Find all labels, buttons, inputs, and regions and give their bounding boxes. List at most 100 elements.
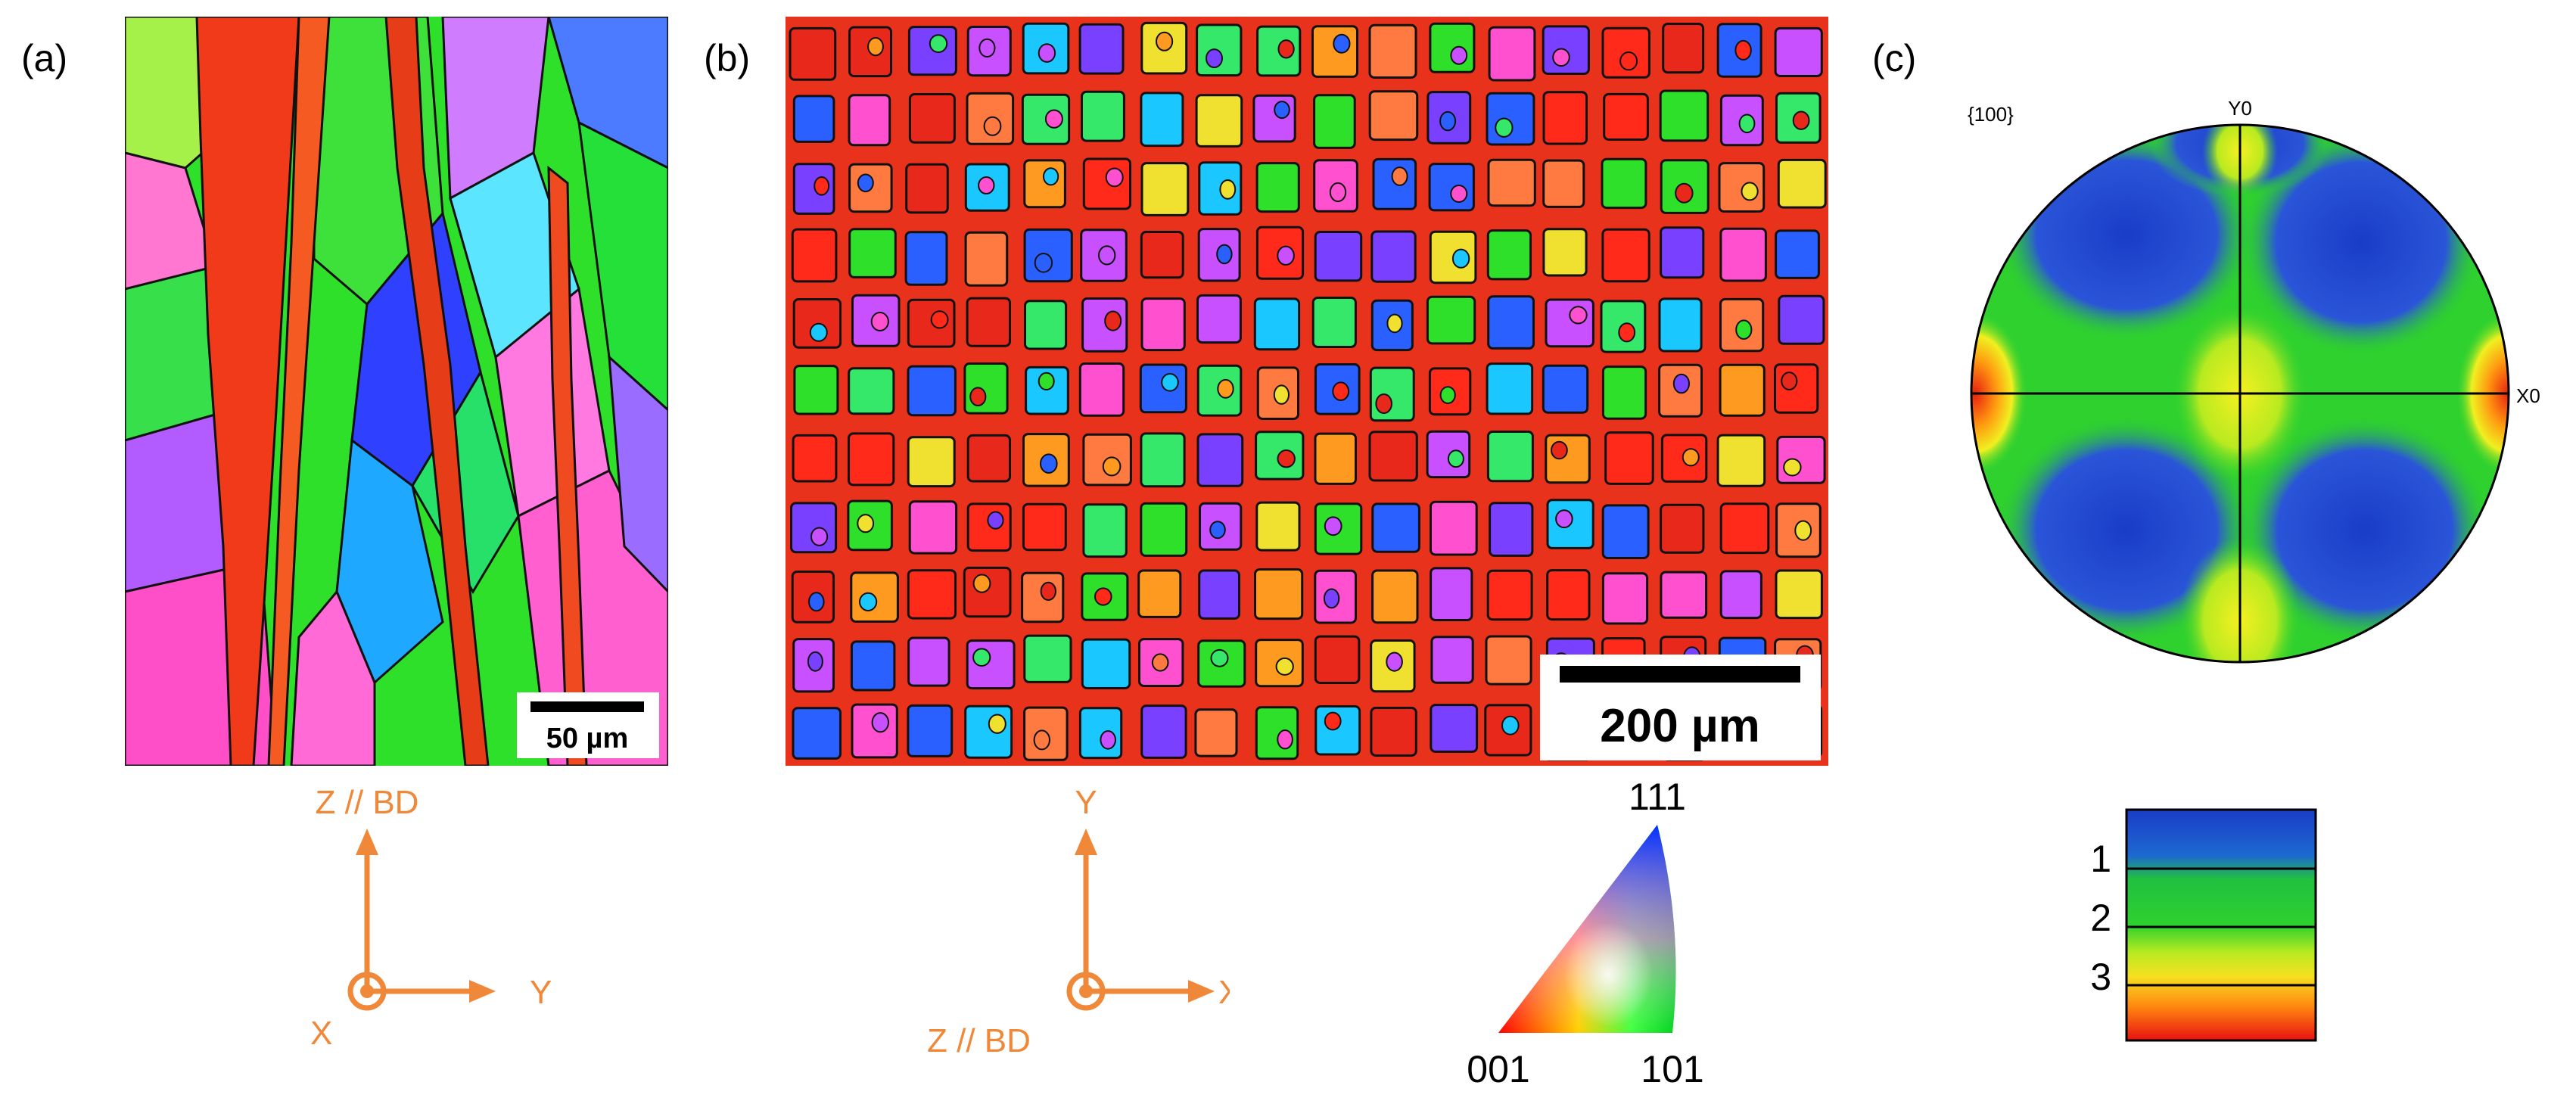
ipf-color-key: 111 001 101 — [1467, 779, 1703, 1090]
grain-tile — [1194, 708, 1238, 757]
grain-tile — [1489, 502, 1534, 557]
grain-tile — [1429, 22, 1476, 73]
grain-tile — [1777, 158, 1827, 209]
grain-tile — [1137, 569, 1182, 618]
grain-tile — [1311, 25, 1358, 78]
grain-subgrain — [1672, 373, 1691, 394]
grain-tile — [1430, 704, 1479, 753]
grain-tile — [790, 502, 838, 554]
grain-tile — [792, 95, 835, 143]
grain-tile — [904, 231, 948, 286]
grain-tile — [1254, 568, 1304, 620]
grain-tile — [1311, 297, 1357, 348]
grain-subgrain — [1495, 117, 1514, 138]
grain-tile — [1716, 434, 1766, 487]
grain-tile — [1252, 94, 1296, 143]
grain-subgrain — [1033, 729, 1050, 751]
grain-tile — [1774, 26, 1823, 77]
grain-tile — [1023, 159, 1066, 209]
grain-tile — [1140, 704, 1187, 759]
grain-subgrain — [1100, 730, 1117, 750]
grain-tile — [1662, 23, 1705, 74]
grain-tile — [1486, 569, 1533, 621]
grain-subgrain — [987, 511, 1004, 530]
grain-subgrain — [1217, 378, 1234, 399]
grain-tile — [848, 94, 891, 147]
grain-tile — [1368, 90, 1419, 141]
axes-b: Y X Z // BD — [927, 784, 1230, 1059]
grain-subgrain — [1275, 657, 1294, 676]
grain-tile — [1255, 162, 1300, 213]
grain-tile — [1371, 569, 1419, 624]
panel-c-label: (c) — [1872, 37, 1917, 79]
scale-bar-a-label: 50 µm — [546, 723, 629, 754]
panel-a-label: (a) — [21, 37, 68, 79]
grain-subgrain — [1794, 520, 1812, 541]
grain-subgrain — [809, 322, 828, 342]
grain-subgrain — [859, 592, 878, 612]
grain-subgrain — [1098, 245, 1116, 266]
grain-tile — [1487, 158, 1536, 207]
pole-figure-100: {100} Y0 X0 — [1968, 97, 2540, 664]
grain-tile — [1601, 157, 1647, 210]
grain-tile — [964, 704, 1013, 759]
grain-tile — [1546, 569, 1591, 621]
grain-subgrain — [1216, 244, 1233, 265]
grain-tile — [850, 640, 896, 692]
grain-subgrain — [1104, 310, 1122, 331]
axes-a: Z // BD Y X — [310, 784, 552, 1052]
grain-subgrain — [1094, 587, 1112, 606]
grain-tile — [907, 436, 956, 488]
grain-tile — [1719, 502, 1770, 555]
pole-figure-family: {100} — [1968, 103, 2014, 126]
grain-tile — [1314, 231, 1363, 282]
grain-tile — [1485, 635, 1532, 686]
grain-subgrain — [1375, 393, 1393, 414]
grain-tile — [908, 93, 956, 144]
grain-subgrain — [1738, 114, 1756, 134]
grain-tile — [1542, 159, 1585, 208]
grain-subgrain — [814, 176, 830, 196]
grain-tile — [1025, 365, 1069, 415]
grain-tile — [1660, 503, 1705, 554]
grain-subgrain — [857, 514, 875, 533]
grain-subgrain — [1034, 253, 1053, 273]
grain-tile — [1545, 434, 1591, 484]
grain-subgrain — [978, 176, 995, 194]
grain-tile — [907, 704, 954, 757]
grain-tile — [966, 502, 1012, 552]
grain-subgrain — [1333, 33, 1351, 54]
pole-figure-y0: Y0 — [2228, 97, 2252, 120]
grain-tile — [1659, 89, 1710, 142]
grain-tile — [1196, 433, 1244, 487]
grain-tile — [851, 703, 898, 759]
grain-tile — [1601, 504, 1650, 560]
grain-tile — [1660, 226, 1705, 279]
grain-subgrain — [1102, 456, 1122, 477]
grain-tile — [1368, 23, 1417, 79]
intensity-legend: 1 2 3 — [2090, 808, 2317, 1042]
scale-bar-b: 200 µm — [1540, 655, 1821, 760]
grain-subgrain — [1792, 110, 1810, 130]
grain-tile — [1486, 92, 1535, 146]
grain-tile — [966, 297, 1012, 347]
grain-tile — [966, 434, 1011, 483]
grain-subgrain — [871, 712, 890, 733]
grain-tile — [1369, 366, 1415, 422]
grain-tile — [1487, 295, 1535, 350]
grain-tile — [1776, 435, 1826, 484]
grain-tile — [1372, 157, 1417, 210]
grain-tile — [1719, 363, 1766, 417]
ipf-111: 111 — [1629, 779, 1686, 818]
grain-tile — [1719, 570, 1762, 620]
grain-subgrain — [929, 34, 948, 53]
grain-tile — [1022, 502, 1067, 552]
grain-tile — [1078, 23, 1125, 75]
grain-tile — [1370, 230, 1417, 283]
grain-subgrain — [988, 714, 1006, 734]
grain-tile — [1313, 94, 1356, 149]
grain-subgrain — [1450, 185, 1468, 203]
grain-subgrain — [808, 592, 825, 612]
grain-tile — [1430, 500, 1478, 556]
axis-a-horizontal: Y — [530, 974, 552, 1011]
